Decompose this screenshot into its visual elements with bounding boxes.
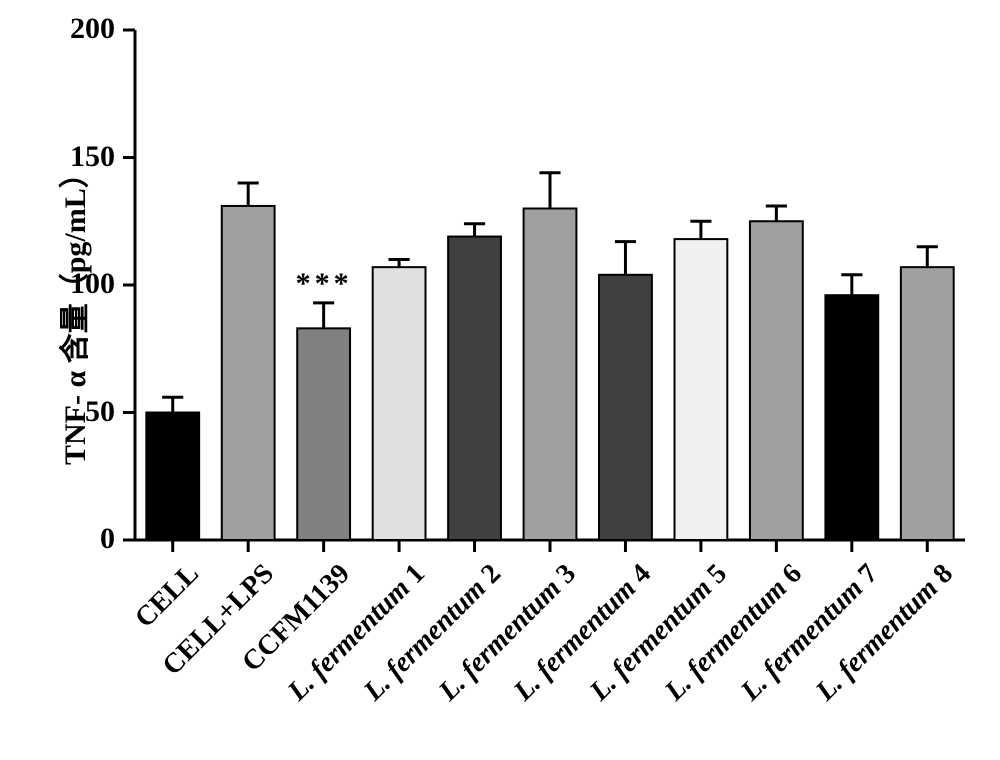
bar-chart: TNF- α 含量（pg/mL） 050100150200CELLCELL+LP… bbox=[0, 0, 1000, 760]
y-tick-label: 100 bbox=[55, 267, 115, 301]
y-tick-label: 50 bbox=[55, 395, 115, 429]
y-tick-label: 200 bbox=[55, 12, 115, 46]
y-tick-label: 150 bbox=[55, 140, 115, 174]
significance-marker: *** bbox=[296, 267, 353, 301]
y-tick-label: 0 bbox=[55, 522, 115, 556]
